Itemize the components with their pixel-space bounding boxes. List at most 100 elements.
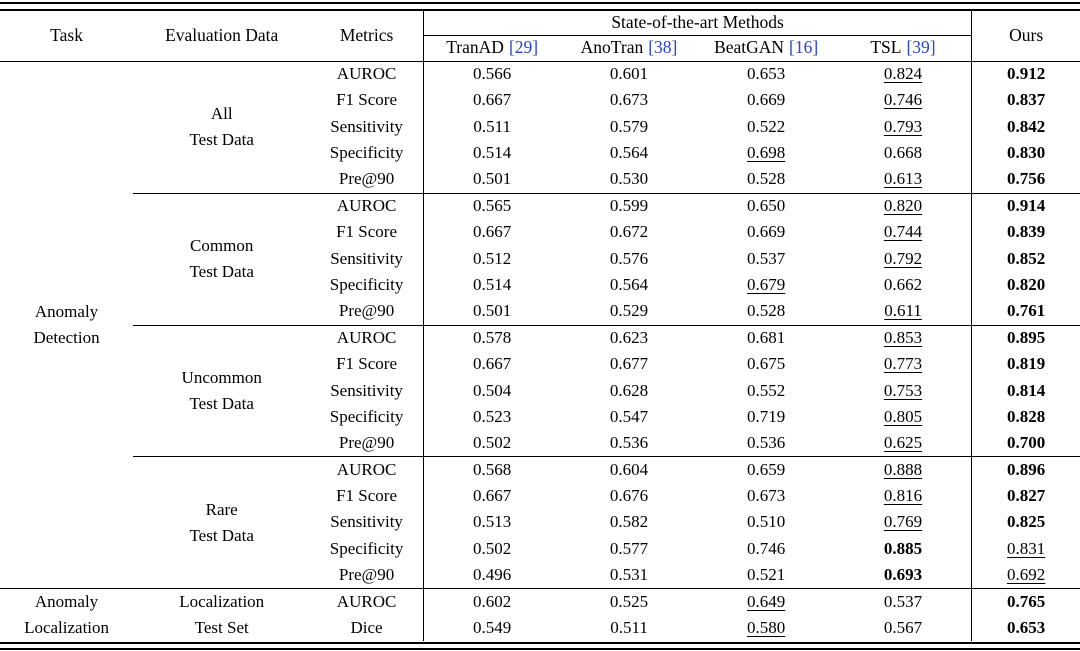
rule-line (0, 2, 1080, 4)
value-cell: 0.672 (560, 219, 697, 245)
metric-value: 0.827 (1007, 486, 1046, 506)
metric-value: 0.528 (747, 301, 786, 321)
metric-value: 0.601 (609, 64, 649, 84)
value-cell: 0.578 (423, 325, 560, 351)
metric-cell: Specificity (310, 140, 424, 167)
table-row: Specificity 0.523 0.547 0.719 0.805 0.828 (0, 404, 1080, 431)
metric-value: 0.837 (1007, 90, 1046, 110)
metric-value: 0.677 (609, 354, 649, 374)
value-cell: 0.582 (560, 510, 697, 536)
top-double-rule (0, 0, 1080, 11)
col-header-metrics: Metrics (310, 11, 424, 62)
metric-value: 0.819 (1007, 354, 1046, 374)
value-cell: 0.667 (423, 88, 560, 114)
value-cell: 0.679 (698, 272, 835, 298)
value-cell: 0.693 (834, 562, 973, 590)
metric-cell: F1 Score (310, 87, 424, 114)
metric-cell: Pre@90 (310, 430, 424, 458)
value-cell: 0.602 (423, 589, 560, 615)
method-name: TSL (870, 37, 902, 58)
table-row: F1 Score 0.667 0.677 0.675 0.773 0.819 (0, 351, 1080, 378)
value-cell: 0.650 (698, 193, 835, 219)
metric-value: 0.746 (883, 90, 923, 110)
citation-link[interactable]: [16] (789, 37, 819, 58)
metric-value: 0.679 (747, 274, 786, 294)
header-row-methods: TranAD [29] AnoTran [38] BeatGAN [16] TSL [3… (0, 35, 1080, 62)
metric-cell: AUROC (310, 325, 424, 352)
value-cell: 0.566 (423, 61, 560, 87)
metric-value: 0.511 (610, 617, 648, 637)
table-row: Sensitivity 0.511 0.579 0.522 0.793 0.842 (0, 113, 1080, 141)
eval-data-line: Test Data (189, 525, 254, 545)
eval-data-cell: Uncommon Test Data (133, 325, 311, 458)
task-label-line: Detection (33, 328, 100, 348)
value-cell: 0.756 (971, 166, 1080, 194)
value-cell: 0.659 (698, 457, 835, 483)
rule-line (0, 9, 1080, 11)
metric-value: 0.653 (1007, 617, 1046, 637)
table-header: Task Evaluation Data Metrics State-of-th… (0, 11, 1080, 62)
value-cell: 0.611 (834, 298, 973, 326)
value-cell: 0.529 (560, 298, 698, 326)
metric-value: 0.604 (609, 459, 649, 479)
value-cell: 0.837 (972, 88, 1080, 114)
metric-value: 0.510 (747, 512, 786, 532)
value-cell: 0.853 (834, 325, 973, 352)
metric-value: 0.568 (473, 459, 512, 479)
table-row: Pre@90 0.502 0.536 0.536 0.625 0.700 (0, 430, 1080, 458)
value-cell: 0.673 (698, 483, 835, 509)
task-label-line: Anomaly (34, 592, 99, 612)
eval-data-line: Test Data (189, 262, 254, 282)
metric-cell: Pre@90 (310, 298, 424, 326)
value-cell: 0.820 (834, 193, 973, 220)
metric-value: 0.564 (609, 143, 649, 163)
eval-data-line: Localization (179, 592, 265, 612)
metric-value: 0.681 (747, 328, 786, 347)
eval-data-line: Common (190, 236, 254, 256)
value-cell: 0.677 (560, 351, 697, 377)
value-cell: 0.667 (423, 219, 560, 245)
citation-link[interactable]: [39] (906, 37, 936, 58)
bottom-double-rule (0, 642, 1080, 651)
citation-link[interactable]: [29] (508, 37, 539, 58)
value-cell: 0.669 (698, 219, 835, 245)
table-row: Specificity 0.502 0.577 0.746 0.885 0.831 (0, 536, 1080, 563)
metric-value: 0.536 (747, 433, 786, 453)
value-cell: 0.912 (972, 61, 1080, 87)
metric-value: 0.514 (473, 274, 512, 294)
task-cell: Anomaly Detection (0, 61, 134, 590)
metric-cell: F1 Score (310, 483, 424, 510)
metric-value: 0.537 (747, 248, 786, 268)
value-cell: 0.746 (698, 536, 835, 562)
metric-value: 0.816 (883, 486, 923, 506)
metric-value: 0.793 (883, 116, 923, 136)
metric-value: 0.523 (473, 406, 512, 426)
metric-value: 0.504 (473, 380, 512, 400)
metric-value: 0.830 (1007, 143, 1046, 163)
table-row: Specificity 0.514 0.564 0.698 0.668 0.830 (0, 140, 1080, 167)
metric-value: 0.753 (883, 380, 923, 400)
metric-value: 0.502 (473, 433, 512, 453)
task-label-line: Localization (24, 618, 110, 638)
value-cell: 0.501 (423, 298, 561, 326)
eval-data-cell: Common Test Data (133, 193, 311, 326)
value-cell: 0.827 (972, 483, 1080, 509)
metric-value: 0.582 (609, 512, 649, 532)
metric-value: 0.756 (1007, 169, 1046, 189)
metric-value: 0.566 (473, 64, 512, 84)
metric-value: 0.698 (747, 143, 786, 163)
value-cell: 0.511 (423, 114, 560, 140)
method-name: AnoTran (580, 37, 644, 58)
task-label-line: Anomaly (34, 302, 99, 322)
eval-data-line: Uncommon (181, 368, 262, 387)
value-cell: 0.814 (972, 378, 1080, 404)
value-cell: 0.819 (972, 351, 1080, 377)
metric-value: 0.888 (883, 459, 923, 479)
citation-link[interactable]: [38] (648, 37, 678, 58)
metric-value: 0.514 (473, 143, 512, 163)
metric-value: 0.525 (609, 591, 649, 611)
metric-value: 0.842 (1007, 116, 1046, 136)
value-cell: 0.649 (698, 589, 835, 615)
metric-value: 0.530 (609, 169, 649, 189)
table-row: Pre@90 0.501 0.530 0.528 0.613 0.756 (0, 166, 1080, 194)
